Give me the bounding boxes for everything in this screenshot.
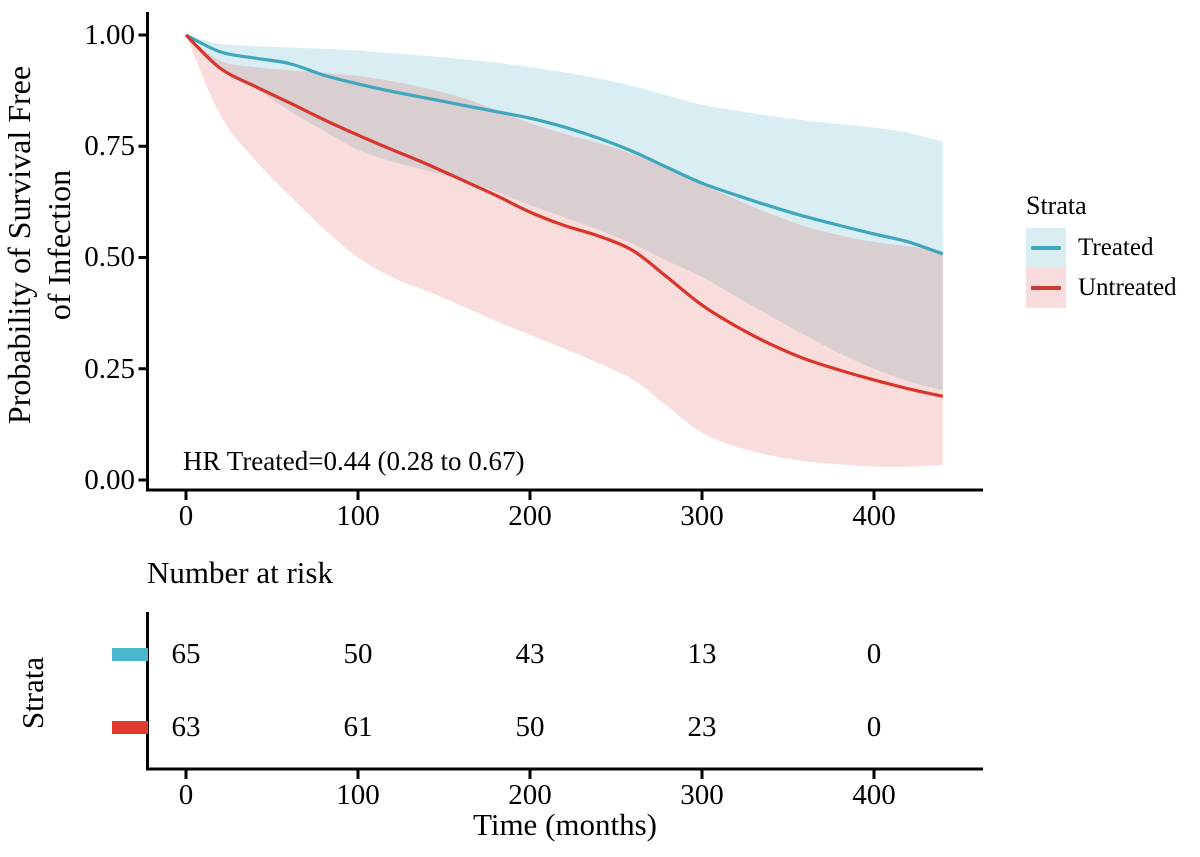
legend-label-treated: Treated bbox=[1078, 234, 1154, 261]
survival-curve-untreated bbox=[184, 33, 944, 398]
risk-untreated-t400: 0 bbox=[866, 711, 882, 743]
x-axis-title: Time (months) bbox=[472, 807, 658, 842]
hr-annotation: HR Treated=0.44 (0.28 to 0.67) bbox=[183, 446, 525, 476]
risk-table-title: Number at risk bbox=[147, 555, 333, 590]
risk-untreated-t300: 23 bbox=[687, 711, 717, 743]
y-axis-title-line1: Probability of Survival Free bbox=[1, 65, 37, 425]
risk-x-tick-label-400: 400 bbox=[852, 779, 896, 811]
legend-key-untreated bbox=[1026, 268, 1066, 308]
risk-x-tick-label-300: 300 bbox=[680, 779, 724, 811]
y-tick-label-0.50: 0.50 bbox=[84, 241, 135, 273]
risk-untreated-t0: 63 bbox=[171, 711, 201, 743]
risk-treated-t300: 13 bbox=[687, 638, 717, 670]
x-tick-label-400: 400 bbox=[852, 500, 896, 532]
y-tick-label-1.00: 1.00 bbox=[84, 19, 135, 51]
risk-x-tick-label-100: 100 bbox=[336, 779, 380, 811]
legend-key-treated bbox=[1026, 228, 1066, 268]
legend-title: Strata bbox=[1026, 191, 1087, 220]
x-tick-label-300: 300 bbox=[680, 500, 724, 532]
risk-swatch-untreated-icon bbox=[112, 721, 148, 734]
risk-untreated-t200: 50 bbox=[515, 711, 545, 743]
legend-label-untreated: Untreated bbox=[1078, 274, 1177, 301]
risk-treated-t0: 65 bbox=[171, 638, 201, 670]
risk-treated-t200: 43 bbox=[515, 638, 545, 670]
legend-line-untreated-icon bbox=[1031, 286, 1061, 290]
risk-table-y-label: Strata bbox=[15, 656, 50, 730]
y-tick-label-0.75: 0.75 bbox=[84, 130, 135, 162]
legend-line-treated-icon bbox=[1031, 246, 1061, 250]
x-tick-label-200: 200 bbox=[508, 500, 552, 532]
y-tick-label-0.00: 0.00 bbox=[84, 464, 135, 496]
risk-x-tick-label-0: 0 bbox=[178, 779, 194, 811]
risk-treated-t400: 0 bbox=[866, 638, 882, 670]
y-axis-title: Probability of Survival Free of Infectio… bbox=[0, 15, 81, 475]
survival-curve-treated bbox=[185, 33, 944, 256]
risk-x-tick-label-200: 200 bbox=[508, 779, 552, 811]
ci-band-treated bbox=[186, 35, 943, 391]
risk-treated-t100: 50 bbox=[343, 638, 373, 670]
risk-untreated-t100: 61 bbox=[343, 711, 373, 743]
y-tick-label-0.25: 0.25 bbox=[84, 353, 135, 385]
risk-swatch-treated-icon bbox=[112, 648, 148, 661]
x-tick-label-100: 100 bbox=[336, 500, 380, 532]
x-tick-label-0: 0 bbox=[178, 500, 194, 532]
